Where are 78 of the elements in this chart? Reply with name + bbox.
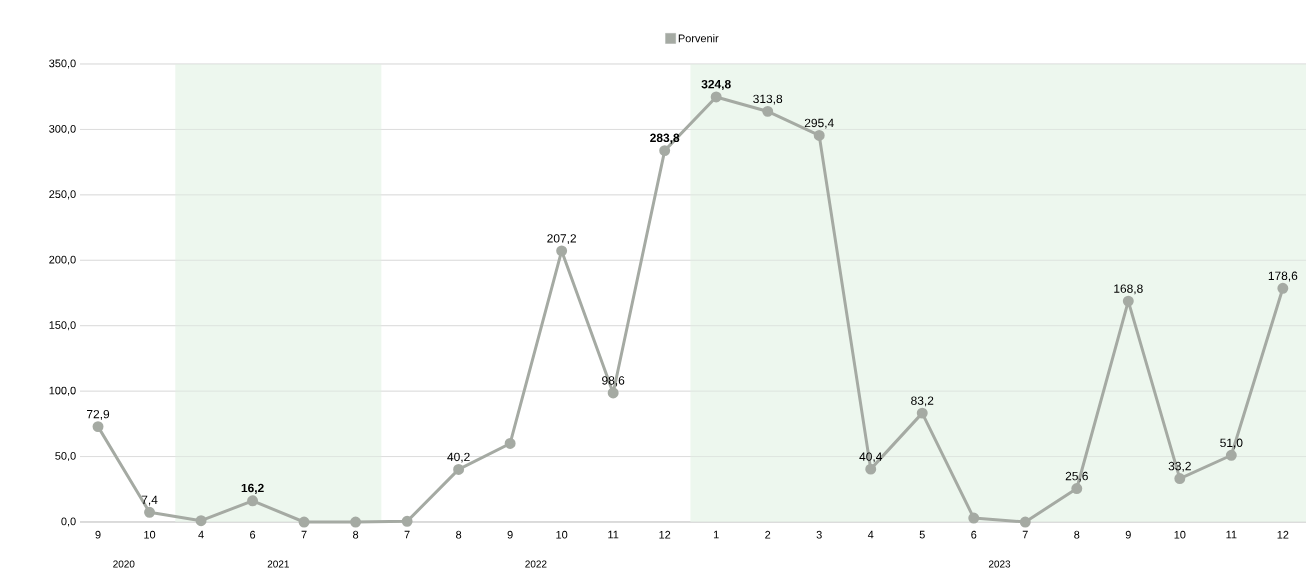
y-tick-label: 100,0: [49, 386, 76, 396]
data-label: 7,4: [141, 495, 158, 506]
x-tick-label: 11: [1226, 530, 1237, 539]
point: [1122, 295, 1134, 307]
data-label: 324,8: [701, 79, 731, 91]
point: [865, 463, 877, 475]
point: [762, 105, 774, 117]
point: [1071, 483, 1083, 494]
point: [1225, 449, 1237, 461]
point: [298, 516, 310, 528]
legend-label: Porvenir: [678, 34, 719, 43]
point: [607, 387, 619, 399]
y-tick-label: 300,0: [49, 124, 76, 134]
x-tick-label: 7: [301, 530, 307, 539]
x-tick-label: 4: [198, 530, 204, 539]
x-tick-label: 10: [556, 530, 568, 539]
point: [813, 129, 825, 141]
x-tick-label: 3: [816, 530, 822, 539]
y-tick-label: 150,0: [49, 321, 76, 331]
x-tick-label: 6: [250, 530, 256, 539]
data-label: 16,2: [241, 483, 264, 494]
x-tick-label: 7: [1022, 530, 1028, 539]
x-tick-label: 9: [1125, 530, 1131, 539]
x-tick-label: 5: [919, 530, 925, 539]
point: [556, 245, 568, 257]
x-tick-label: 11: [608, 530, 619, 539]
x-tick-label: 8: [1074, 530, 1080, 539]
data-label: 168,8: [1114, 284, 1143, 295]
data-label: 40,2: [447, 452, 470, 463]
y-tick-label: 250,0: [49, 190, 76, 200]
point: [144, 506, 156, 518]
point: [92, 421, 104, 433]
text: 2023: [988, 560, 1011, 568]
point: [916, 407, 928, 419]
point: [504, 438, 516, 449]
x-tick-label: 4: [867, 530, 874, 539]
point: [968, 512, 980, 524]
data-label: 83,2: [911, 396, 934, 407]
point: [195, 515, 207, 527]
point: [453, 463, 465, 475]
point: [247, 495, 259, 507]
x-tick-label: 8: [456, 530, 462, 539]
y-tick-label: 50,0: [55, 452, 76, 462]
point: [710, 91, 722, 103]
x-tick-label: 6: [971, 530, 977, 539]
data-label: 207,2: [547, 234, 576, 245]
x-tick-label: 9: [95, 530, 101, 539]
x-tick-label: 9: [507, 530, 513, 539]
y-tick-label: 350,0: [49, 59, 76, 69]
text: 2022: [525, 560, 547, 568]
data-label: 295,4: [804, 118, 834, 129]
x-tick-label: 12: [659, 530, 671, 539]
point: [401, 515, 413, 527]
text: 2021: [267, 560, 289, 568]
x-tick-label: 2: [765, 530, 771, 539]
data-label: 72,9: [87, 409, 110, 420]
point: [350, 516, 362, 528]
data-label: 98,6: [602, 376, 625, 387]
x-tick-label: 10: [1174, 530, 1186, 539]
data-label: 40,4: [859, 452, 883, 463]
data-label: 25,6: [1065, 471, 1088, 482]
text: 2020: [113, 560, 135, 568]
data-label: 51,0: [1220, 438, 1243, 449]
data-label: 313,8: [753, 94, 783, 105]
point: [1174, 473, 1186, 485]
point: [1019, 516, 1031, 528]
y-tick-label: 200,0: [49, 255, 76, 265]
data-label: 283,8: [650, 133, 680, 144]
point: [1277, 282, 1289, 294]
x-tick-label: 10: [144, 530, 156, 539]
x-tick-label: 7: [404, 530, 410, 539]
data-label: 178,6: [1268, 271, 1298, 282]
point: [659, 145, 671, 157]
x-tick-label: 12: [1277, 530, 1289, 539]
y-tick-label: 0,0: [61, 517, 76, 527]
x-tick-label: 8: [353, 530, 359, 539]
x-tick-label: 1: [713, 530, 719, 539]
data-label: 33,2: [1168, 461, 1191, 472]
